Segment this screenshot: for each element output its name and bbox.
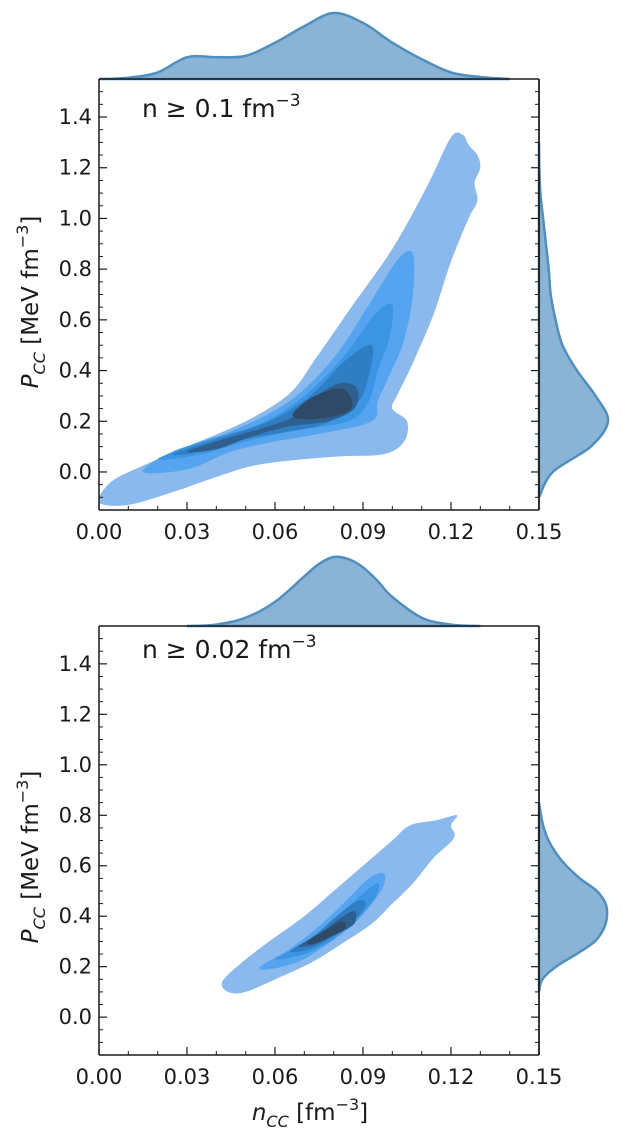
x-label-symbol: n [252,1100,267,1126]
y-label-symbol: P [18,929,44,943]
y-tick-label: 0.6 [59,308,92,332]
contour-level-6 [306,921,347,945]
y-tick-label: 1.4 [59,652,92,676]
contour-level-1 [98,132,481,506]
x-tick-label: 0.06 [252,1065,299,1089]
y-tick-label: 1.2 [59,156,92,180]
x-label-superscript: −3 [336,1095,360,1114]
y-axis-label: PCC [MeV fm−3] [13,771,49,944]
y-tick-label: 0.2 [59,409,92,433]
panel-lower: 0.00 0.03 0.06 0.09 0.12 0.15 0.0 0.2 0.4 0.6 0.8… [13,555,609,1131]
y-tick-label: 1.0 [59,206,92,230]
right-marginal-plot [537,79,610,510]
y-axis-ticks: 0.0 0.2 0.4 0.6 0.8 1.0 1.2 1.4 [59,625,539,1056]
y-tick-label: 0.8 [59,257,92,281]
right-marginal-plot [537,626,609,1055]
y-tick-label: 0.4 [59,904,92,928]
axes-frame [98,626,540,1056]
y-tick-label: 0.8 [59,803,92,827]
density-contours [98,132,481,506]
y-tick-label: 0.0 [59,460,92,484]
panel-upper: 0.00 0.03 0.06 0.09 0.12 0.15 0.0 0.2 0.4 0.6 0.8… [13,11,610,544]
x-tick-label: 0.15 [516,1065,563,1089]
y-axis-ticks: 0.0 0.2 0.4 0.6 0.8 1.0 1.2 1.4 [59,78,539,511]
y-label-subscript: CC [30,906,49,929]
y-tick-label: 1.0 [59,753,92,777]
y-label-close: ] [18,216,44,225]
top-marginal-density [186,555,481,628]
annotation-text: n ≥ 0.1 fm [142,94,276,123]
y-tick-label: 0.2 [59,955,92,979]
y-tick-label: 0.4 [59,359,92,383]
top-marginal-plot [98,11,539,81]
y-label-units: [MeV fm [18,248,44,352]
annotation-superscript: −3 [291,632,316,652]
y-axis-label: PCC [MeV fm−3] [13,216,49,389]
y-tick-label: 1.4 [59,105,92,129]
x-tick-label: 0.15 [516,520,563,544]
y-label-units: [MeV fm [18,803,44,907]
contour-level-2 [259,872,386,970]
y-label-close: ] [18,771,44,780]
top-marginal-density [98,11,510,81]
x-axis-ticks: 0.00 0.03 0.06 0.09 0.12 0.15 [76,502,563,544]
y-tick-label: 0.0 [59,1005,92,1029]
y-label-subscript: CC [30,351,49,374]
right-marginal-density [537,142,610,498]
x-tick-label: 0.00 [76,1065,123,1089]
contour-level-3 [275,883,379,960]
y-tick-label: 0.6 [59,854,92,878]
x-axis-ticks: 0.00 0.03 0.06 0.09 0.12 0.15 [76,1047,563,1089]
x-label-units: [fm [289,1100,336,1126]
x-tick-label: 0.03 [164,1065,211,1089]
density-contours [221,815,458,994]
y-tick-label: 1.2 [59,702,92,726]
x-label-close: ] [359,1100,368,1126]
density-threshold-annotation: n ≥ 0.1 fm−3 [142,91,301,123]
x-tick-label: 0.12 [428,1065,475,1089]
x-tick-label: 0.09 [340,520,387,544]
annotation-superscript: −3 [276,91,301,111]
x-tick-label: 0.09 [340,1065,387,1089]
y-label-symbol: P [18,374,44,388]
x-axis-label: nCC [fm−3] [252,1095,368,1131]
contour-level-3 [157,303,394,460]
x-tick-label: 0.06 [252,520,299,544]
x-tick-label: 0.12 [428,520,475,544]
x-tick-label: 0.00 [76,520,123,544]
right-marginal-density [537,802,609,993]
contour-level-1 [221,815,458,994]
y-label-superscript: −3 [13,225,32,249]
x-label-subscript: CC [266,1112,289,1131]
top-marginal-plot [99,555,539,628]
y-label-superscript: −3 [13,780,32,804]
contour-level-4 [289,900,366,953]
annotation-text: n ≥ 0.02 fm [142,635,291,664]
contour-level-6 [292,388,353,420]
x-tick-label: 0.03 [164,520,211,544]
density-threshold-annotation: n ≥ 0.02 fm−3 [142,632,317,664]
